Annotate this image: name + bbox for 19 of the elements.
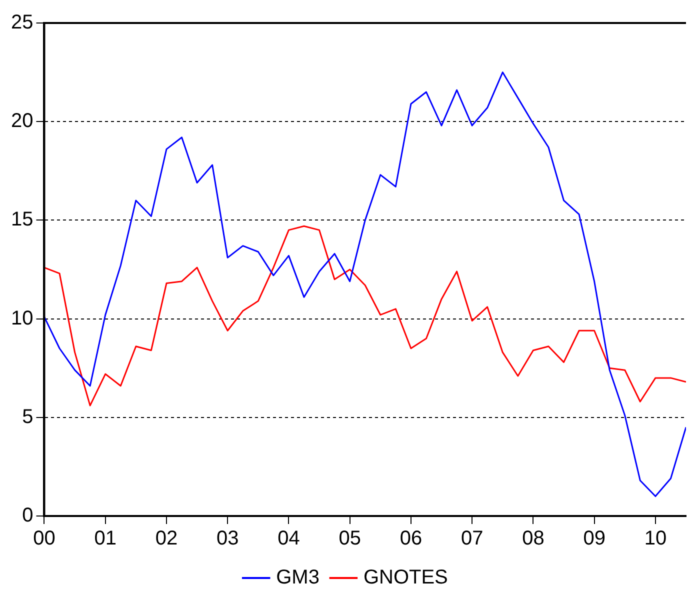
- x-tick-label: 07: [460, 528, 484, 550]
- x-tick-label: 05: [338, 528, 361, 550]
- x-tick-label: 06: [400, 528, 422, 550]
- x-tick-label: 02: [155, 528, 178, 550]
- x-tick-label: 10: [644, 528, 667, 550]
- y-tick-label: 10: [10, 307, 34, 330]
- legend-label: GNOTES: [363, 566, 448, 589]
- legend-label: GM3: [276, 566, 320, 589]
- x-tick-label: 04: [278, 528, 300, 550]
- x-tick-label: 03: [216, 528, 239, 550]
- y-tick-label: 20: [10, 110, 34, 132]
- x-tick-label: 08: [522, 528, 544, 550]
- y-tick-label: 25: [10, 12, 34, 34]
- y-tick-label: 5: [22, 406, 34, 428]
- x-tick-label: 00: [33, 528, 56, 550]
- y-tick-label: 0: [22, 504, 34, 527]
- y-tick-label: 15: [10, 208, 34, 231]
- x-tick-label: 09: [583, 528, 606, 550]
- x-tick-label: 01: [94, 528, 116, 550]
